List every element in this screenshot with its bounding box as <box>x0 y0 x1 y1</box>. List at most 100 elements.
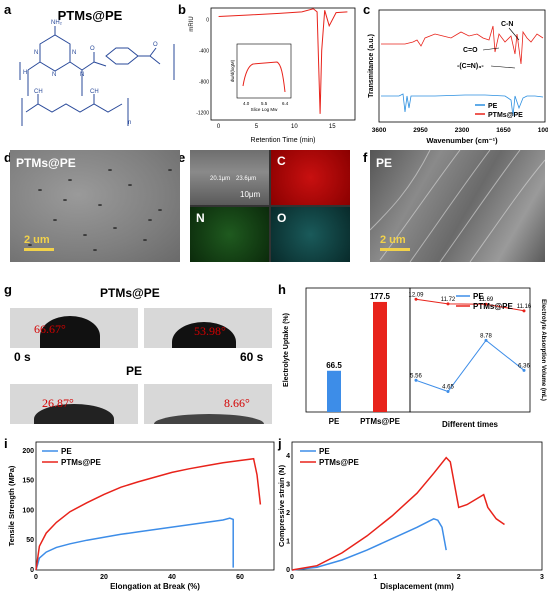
compression-chart: 0 1 2 3 0 1 2 3 4 Displacement (mm) Compressive … <box>277 441 544 591</box>
x-tick-label-1: 1 <box>373 574 377 581</box>
x-tick-label-3: 15 <box>329 124 336 130</box>
legend-pe-label: PE <box>488 103 498 110</box>
contact-angle-title-bottom: PE <box>126 364 143 378</box>
plot-frame <box>291 441 543 571</box>
panel-label-g: g <box>4 282 12 297</box>
panel-label-a: a <box>4 2 12 17</box>
point-1-1 <box>446 302 450 306</box>
bar-plot-frame <box>305 287 411 413</box>
x-axis-label: Retention Time (min) <box>251 137 316 144</box>
legend-pe-label: PE <box>319 447 330 456</box>
point-label-0-0: 5.56 <box>410 373 422 379</box>
x-tick-label-2: 10 <box>291 124 298 130</box>
eds-scale-label: 10μm <box>240 190 261 199</box>
sem-texture <box>28 169 172 251</box>
bar-category-label-1: PTMs@PE <box>360 417 400 426</box>
panel-label-c: c <box>363 2 371 17</box>
y-tick-label-2: 100 <box>22 507 34 514</box>
time-label-60s: 60 s <box>240 350 264 364</box>
legend-ptms-pe-label: PTMs@PE <box>319 458 359 467</box>
plot-frame <box>210 7 356 121</box>
inset-frame <box>236 43 292 99</box>
eds-oxygen-map: O <box>271 207 350 262</box>
point-1-3 <box>522 309 526 313</box>
y-tick-label-2: 2 <box>286 510 290 517</box>
gpc-series-line <box>218 8 348 114</box>
y-tick-label-1: 50 <box>26 537 34 544</box>
legend-pe-label: PE <box>61 447 72 456</box>
svg-text:CH: CH <box>34 89 43 95</box>
angle-value-2: 53.98° <box>194 324 226 338</box>
series-line-1 <box>291 456 505 571</box>
y-tick-label-4: 4 <box>286 453 290 460</box>
panel-label-j: j <box>278 436 282 451</box>
legend-ptms-pe-label: PTMs@PE <box>61 458 101 467</box>
bar-0 <box>327 370 341 412</box>
h-left-y-label: Electrolyte Uptake (%) <box>283 313 290 387</box>
bar-category-label-0: PE <box>329 417 340 426</box>
panel-j-chart: 0 1 2 3 0 1 2 3 4 Displacement (mm) Compressive … <box>277 436 548 592</box>
panel-a-structure: PTMs@PE NH₂ N N N H N <box>10 4 178 146</box>
eds-nitrogen-label: N <box>196 211 205 225</box>
panel-g-contact-angle: PTMs@PE 66.67° 53.98° 0 s 60 s PE 26.87°… <box>10 282 275 430</box>
point-label-0-3: 6.36 <box>518 363 530 369</box>
svg-text:N: N <box>80 72 84 78</box>
series-pe-line <box>381 93 544 117</box>
legend-ptms-pe-label: PTMs@PE <box>488 112 523 119</box>
panel-label-i: i <box>4 436 8 451</box>
contact-angle-title-top: PTMs@PE <box>100 286 160 300</box>
point-label-0-2: 8.78 <box>480 333 492 339</box>
panel-f-sem-image: PE 2 um <box>370 150 545 262</box>
panel-label-f: f <box>363 150 368 165</box>
inset-curve <box>242 61 286 93</box>
x-tick-label-1: 5 <box>255 124 259 130</box>
inset-y-label: dw/d(logM) <box>230 59 235 82</box>
point-0-3 <box>522 368 526 372</box>
svg-text:N: N <box>72 50 76 56</box>
scale-label: 2 um <box>24 234 50 246</box>
point-label-1-0: 12.09 <box>408 292 424 298</box>
y-tick-label-3: 3 <box>286 482 290 489</box>
electrolyte-chart: 66.5 PE 177.5 PTMs@PE 5.56 4.65 8.78 6.36 12.09… <box>283 287 546 429</box>
x-tick-label-4: 1000 <box>538 127 548 134</box>
annotation-c-o-arrow <box>482 47 500 51</box>
svg-text:N: N <box>52 72 56 78</box>
annotation-c-n-ring-arrow <box>490 65 516 69</box>
y-axis-label: Tensile Strength (MPa) <box>7 465 16 546</box>
x-tick-label-2: 2 <box>457 574 461 581</box>
sem-tag: PE <box>376 156 393 170</box>
sem-fibers <box>370 150 545 262</box>
panel-label-e: e <box>178 150 186 165</box>
y-axis-label: Compressive strain (N) <box>278 464 286 547</box>
angle-value-1: 66.67° <box>34 322 66 336</box>
series-line-0 <box>291 517 447 571</box>
angle-value-3: 26.87° <box>42 396 74 410</box>
y-tick-label-1: -800 <box>199 79 209 85</box>
annotation-c-n-arrow <box>508 27 520 41</box>
point-1-2 <box>484 302 488 306</box>
y-tick-label-3: 150 <box>22 478 34 485</box>
dimension-1: 20.1μm <box>210 176 231 182</box>
contact-angle-image-ptms-60s: 53.98° <box>144 308 272 348</box>
y-tick-label-1: 1 <box>286 539 290 546</box>
time-label-0s: 0 s <box>14 350 31 364</box>
series-line-1 <box>35 457 262 571</box>
point-0-1 <box>446 390 450 394</box>
point-0-0 <box>414 378 418 382</box>
gpc-chart: 0 5 10 15 -1200 -800 -400 0 Retention Time (mi… <box>189 7 356 144</box>
point-label-1-1: 11.72 <box>441 297 456 303</box>
y-axis-label: Transmitance (a.u.) <box>368 34 375 98</box>
svg-text:N: N <box>34 50 38 56</box>
x-tick-label-0: 0 <box>217 124 221 130</box>
dimension-2: 23.6μm <box>236 176 257 182</box>
x-tick-label-2: 40 <box>168 574 176 581</box>
scale-bar <box>24 248 54 251</box>
panel-c-chart: 3600 2950 2300 1650 1000 Wavenumber (cm⁻¹) T… <box>365 4 550 146</box>
h-right-y-label: Electrolyte Absorption Volume (mL) <box>540 299 546 401</box>
eds-carbon-label: C <box>277 154 286 168</box>
x-axis-label: Wavenumber (cm⁻¹) <box>426 136 498 145</box>
point-1-0 <box>414 297 418 301</box>
point-label-1-2: 11.69 <box>479 297 494 303</box>
inset-tick-3: 6.4 <box>282 101 289 106</box>
point-0-2 <box>484 338 488 342</box>
